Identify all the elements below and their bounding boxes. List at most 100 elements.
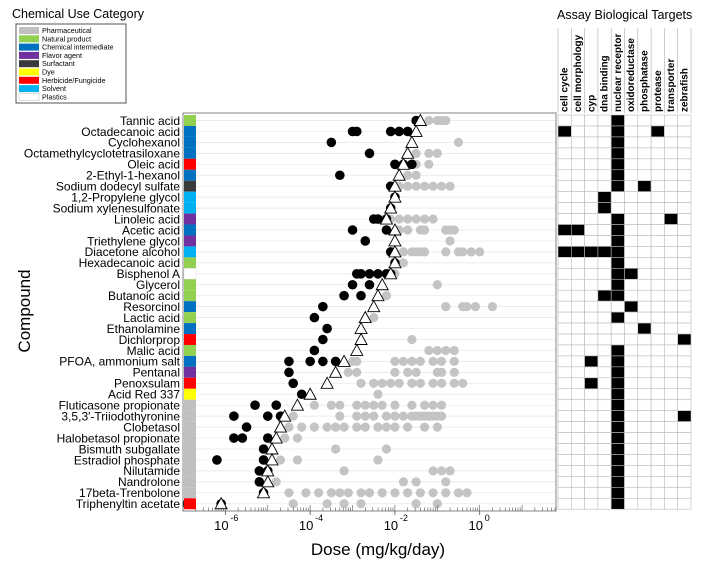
target-cell (597, 147, 612, 160)
target-cell (557, 213, 572, 225)
grey-point (403, 214, 413, 224)
legend-label: Herbicide/Fungicide (42, 76, 106, 85)
target-cell-filled (610, 487, 625, 499)
target-cell (610, 191, 625, 203)
grey-point (297, 422, 307, 432)
grey-point (326, 400, 336, 410)
target-cell (664, 421, 679, 433)
legend-swatch (19, 51, 39, 59)
grey-point (309, 400, 319, 410)
triangle-point (320, 376, 334, 389)
category-swatch (184, 301, 196, 313)
category-swatch (183, 268, 197, 280)
target-cell (624, 224, 639, 236)
target-cell (570, 388, 585, 401)
grey-point (369, 400, 379, 410)
target-cell (677, 213, 692, 225)
grey-point (390, 422, 400, 432)
grey-point (424, 115, 434, 126)
target-cell (677, 421, 692, 433)
triangle-point (383, 201, 398, 214)
target-cell (624, 443, 639, 455)
target-cell (570, 487, 585, 499)
target-cell (597, 224, 612, 236)
target-cell-filled (584, 377, 599, 390)
target-cell (637, 465, 652, 477)
target-cell (677, 300, 692, 313)
target-cell (637, 235, 652, 247)
category-swatch (184, 158, 196, 170)
target-cell (570, 344, 585, 357)
legend-label: Surfactant (42, 59, 75, 68)
x-axis-label: Dose (mg/kg/day) (311, 540, 445, 559)
target-cell (650, 147, 665, 160)
grey-point (436, 378, 447, 388)
target-cell-filled (610, 443, 625, 455)
target-cell (650, 465, 665, 477)
target-cell (624, 487, 639, 499)
target-cell (650, 322, 665, 335)
y-tick-label: Octadecanoic acid (81, 125, 180, 139)
target-cell (584, 114, 599, 127)
target-label: transporter (666, 59, 677, 112)
target-cell (597, 355, 612, 368)
target-cell-filled (610, 169, 625, 182)
category-swatch (184, 388, 196, 400)
legend-label: Dye (42, 68, 55, 77)
target-cell (664, 246, 679, 258)
category-swatch (184, 125, 196, 137)
target-cell (624, 377, 639, 390)
target-cell (597, 497, 612, 510)
target-cell (624, 202, 639, 214)
target-cell (570, 202, 585, 214)
grey-point (428, 378, 438, 388)
black-point (394, 126, 404, 137)
triangle-point (371, 288, 385, 302)
target-label: cell cycle (560, 67, 571, 112)
target-cell (624, 235, 639, 247)
target-cell (664, 399, 679, 411)
black-point (364, 279, 375, 290)
grey-point (441, 302, 451, 312)
target-cell (597, 257, 612, 269)
black-point (364, 269, 375, 279)
target-cell-filled (610, 388, 625, 401)
target-cell (557, 421, 572, 433)
legend-swatch (19, 68, 39, 76)
target-cell (584, 125, 599, 138)
grey-point (403, 181, 413, 191)
grey-point (432, 499, 442, 509)
target-cell (650, 169, 665, 182)
black-point (284, 356, 294, 367)
grey-point (424, 148, 434, 158)
grey-point (420, 181, 430, 191)
category-swatch (184, 213, 196, 225)
target-cell (650, 257, 665, 269)
grey-point (411, 499, 421, 509)
grey-point (339, 466, 349, 476)
grey-point (330, 444, 341, 454)
y-tick-label: Tannic acid (120, 114, 180, 128)
black-point (381, 225, 392, 235)
grey-point (449, 225, 459, 235)
target-cell (650, 410, 665, 422)
target-cell (677, 366, 692, 379)
grey-point (360, 411, 370, 421)
legend-swatch (19, 85, 39, 93)
target-cell (570, 311, 585, 324)
target-cell (637, 399, 652, 411)
target-cell (570, 454, 585, 466)
grey-point (420, 225, 430, 235)
grey-point (390, 488, 400, 498)
y-tick-label: Linoleic acid (114, 212, 180, 226)
x-tick-label: 10 (299, 518, 313, 533)
y-tick-label: Lactic acid (123, 311, 180, 325)
target-cell (624, 410, 639, 422)
grey-point (407, 356, 417, 366)
target-cell (624, 311, 639, 324)
target-cell (664, 311, 679, 324)
grey-point (436, 181, 447, 191)
grey-point (352, 400, 362, 410)
category-swatch (184, 465, 196, 477)
category-swatch (184, 366, 196, 378)
